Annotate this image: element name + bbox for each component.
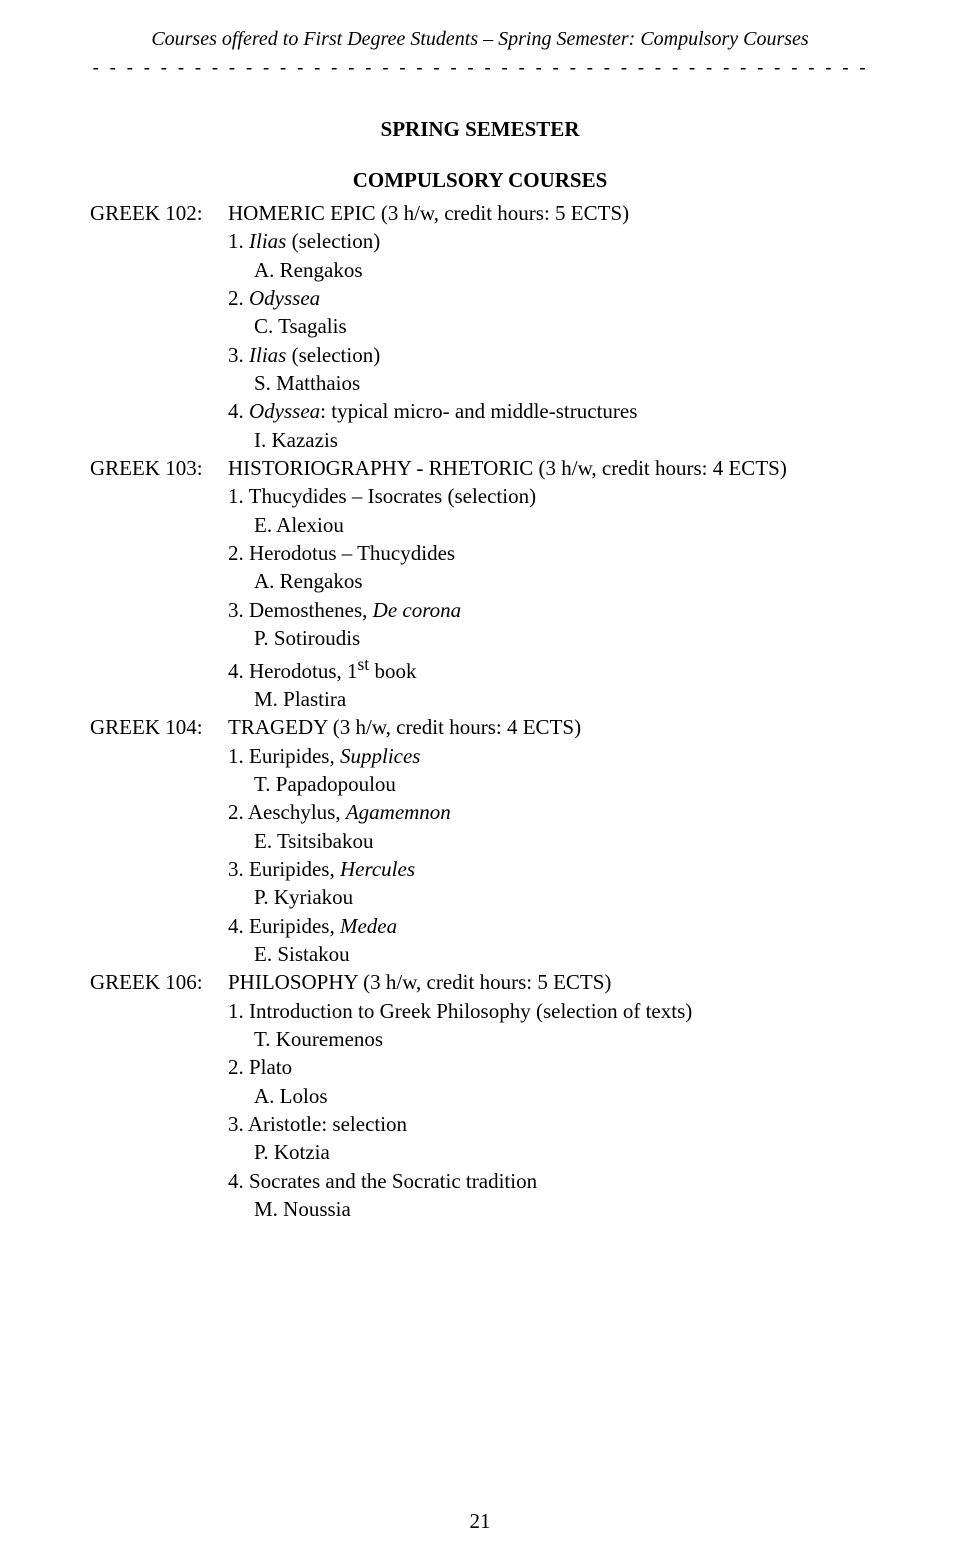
courses-container: GREEK 102:HOMERIC EPIC (3 h/w, credit ho… — [90, 199, 870, 1223]
course-content: TRAGEDY (3 h/w, credit hours: 4 ECTS)1. … — [228, 713, 870, 968]
instructor: M. Noussia — [228, 1195, 870, 1223]
instructor: P. Kotzia — [228, 1138, 870, 1166]
course-title: TRAGEDY (3 h/w, credit hours: 4 ECTS) — [228, 713, 870, 741]
course-content: PHILOSOPHY (3 h/w, credit hours: 5 ECTS)… — [228, 968, 870, 1223]
instructor: T. Kouremenos — [228, 1025, 870, 1053]
instructor: T. Papadopoulou — [228, 770, 870, 798]
instructor: E. Alexiou — [228, 511, 870, 539]
course-subitem: 4. Euripides, Medea — [228, 912, 870, 940]
instructor: C. Tsagalis — [228, 312, 870, 340]
course-subitem: 4. Herodotus, 1st book — [228, 653, 870, 685]
course-subitem: 1. Euripides, Supplices — [228, 742, 870, 770]
course-subitem: 2. Aeschylus, Agamemnon — [228, 798, 870, 826]
instructor: P. Kyriakou — [228, 883, 870, 911]
course-row: GREEK 104:TRAGEDY (3 h/w, credit hours: … — [90, 713, 870, 968]
course-subitem: 1. Introduction to Greek Philosophy (sel… — [228, 997, 870, 1025]
course-content: HISTORIOGRAPHY - RHETORIC (3 h/w, credit… — [228, 454, 870, 713]
instructor: A. Rengakos — [228, 567, 870, 595]
course-row: GREEK 103:HISTORIOGRAPHY - RHETORIC (3 h… — [90, 454, 870, 713]
instructor: A. Lolos — [228, 1082, 870, 1110]
course-subitem: 1. Ilias (selection) — [228, 227, 870, 255]
instructor: S. Matthaios — [228, 369, 870, 397]
course-code: GREEK 103: — [90, 454, 228, 482]
course-subitem: 3. Ilias (selection) — [228, 341, 870, 369]
course-subitem: 3. Aristotle: selection — [228, 1110, 870, 1138]
instructor: A. Rengakos — [228, 256, 870, 284]
course-code: GREEK 106: — [90, 968, 228, 996]
instructor: E. Sistakou — [228, 940, 870, 968]
course-subitem: 2. Herodotus – Thucydides — [228, 539, 870, 567]
main-heading: SPRING SEMESTER — [90, 117, 870, 142]
course-code: GREEK 102: — [90, 199, 228, 227]
course-subitem: 1. Thucydides – Isocrates (selection) — [228, 482, 870, 510]
course-row: GREEK 102:HOMERIC EPIC (3 h/w, credit ho… — [90, 199, 870, 454]
course-subitem: 4. Socrates and the Socratic tradition — [228, 1167, 870, 1195]
page-number: 21 — [0, 1509, 960, 1534]
course-title: HOMERIC EPIC (3 h/w, credit hours: 5 ECT… — [228, 199, 870, 227]
course-row: GREEK 106:PHILOSOPHY (3 h/w, credit hour… — [90, 968, 870, 1223]
course-title: HISTORIOGRAPHY - RHETORIC (3 h/w, credit… — [228, 454, 870, 482]
course-subitem: 4. Odyssea: typical micro- and middle-st… — [228, 397, 870, 425]
sub-heading: COMPULSORY COURSES — [90, 168, 870, 193]
course-title: PHILOSOPHY (3 h/w, credit hours: 5 ECTS) — [228, 968, 870, 996]
header-separator: ----------------------------------------… — [90, 57, 870, 79]
instructor: I. Kazazis — [228, 426, 870, 454]
instructor: P. Sotiroudis — [228, 624, 870, 652]
course-subitem: 2. Odyssea — [228, 284, 870, 312]
instructor: M. Plastira — [228, 685, 870, 713]
course-content: HOMERIC EPIC (3 h/w, credit hours: 5 ECT… — [228, 199, 870, 454]
instructor: E. Tsitsibakou — [228, 827, 870, 855]
course-subitem: 3. Euripides, Hercules — [228, 855, 870, 883]
course-subitem: 3. Demosthenes, De corona — [228, 596, 870, 624]
course-code: GREEK 104: — [90, 713, 228, 741]
page-header-title: Courses offered to First Degree Students… — [90, 28, 870, 51]
course-subitem: 2. Plato — [228, 1053, 870, 1081]
